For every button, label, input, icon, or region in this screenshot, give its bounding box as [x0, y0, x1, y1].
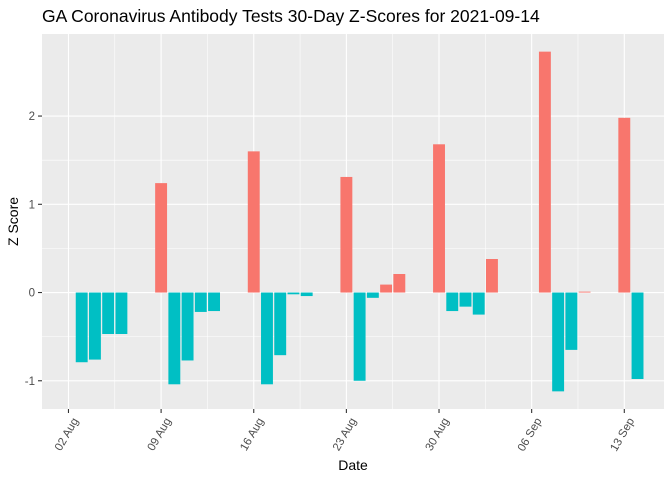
chart-title: GA Coronavirus Antibody Tests 30-Day Z-S… — [42, 6, 540, 26]
bar — [208, 292, 220, 312]
bar — [75, 292, 88, 363]
bar — [194, 292, 207, 312]
bar — [486, 259, 498, 293]
bar — [115, 292, 128, 334]
bar — [247, 151, 260, 293]
bar — [155, 183, 168, 293]
y-axis: -1 0 1 2 — [25, 111, 42, 388]
x-tick-label: 06 Sep — [516, 416, 545, 454]
bar — [433, 144, 445, 293]
y-tick-label: 1 — [29, 199, 35, 211]
plot-panel — [42, 34, 664, 409]
bar — [565, 292, 578, 350]
bar — [168, 292, 181, 385]
y-tick-label: -1 — [25, 376, 35, 388]
bar — [88, 292, 101, 360]
bar — [459, 292, 472, 307]
x-tick-label: 13 Sep — [609, 416, 638, 454]
bar — [380, 284, 393, 293]
x-tick-label: 02 Aug — [53, 416, 81, 453]
x-tick-label: 23 Aug — [331, 416, 359, 453]
x-axis-title: Date — [338, 457, 368, 473]
y-tick-label: 2 — [29, 111, 35, 123]
bar — [446, 292, 459, 312]
y-axis-title: Z Score — [5, 197, 21, 246]
bar — [287, 292, 300, 295]
bar — [472, 292, 485, 315]
bar — [631, 292, 644, 379]
bar — [538, 51, 551, 293]
bar — [552, 292, 565, 392]
bar — [274, 292, 287, 356]
bar — [393, 274, 406, 293]
x-axis: 02 Aug 09 Aug 16 Aug 23 Aug 30 Aug 06 Sep 13 S… — [53, 409, 637, 454]
bar — [102, 292, 115, 334]
bars — [75, 51, 644, 392]
x-tick-label: 30 Aug — [424, 416, 452, 453]
bar — [261, 292, 273, 385]
bar — [353, 292, 366, 381]
bar — [181, 292, 194, 361]
bar — [366, 292, 379, 298]
bar — [578, 291, 591, 293]
x-tick-label: 16 Aug — [238, 416, 266, 453]
x-tick-label: 09 Aug — [146, 416, 174, 453]
y-tick-label: 0 — [29, 288, 35, 300]
bar — [618, 117, 631, 293]
bar — [300, 292, 313, 297]
bar — [340, 176, 353, 293]
